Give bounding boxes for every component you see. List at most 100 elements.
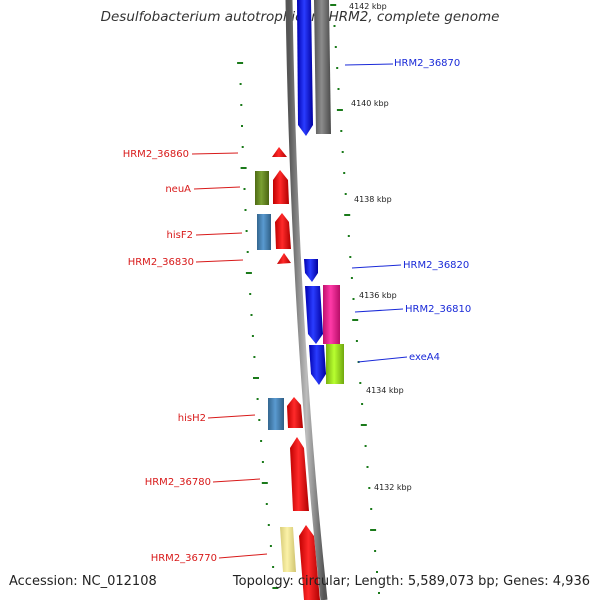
label-hrm2-36770[interactable]: HRM2_36770 bbox=[151, 553, 217, 564]
label-hrm2-36830[interactable]: HRM2_36830 bbox=[128, 257, 194, 268]
gene-neua-box[interactable] bbox=[255, 171, 269, 205]
ring-tick bbox=[334, 46, 337, 48]
leader-hrm2-36810 bbox=[354, 308, 404, 313]
ring-tick bbox=[240, 104, 243, 106]
gene-hrm2-36770-partner-arrow[interactable] bbox=[299, 525, 320, 600]
ring-tick bbox=[361, 403, 364, 405]
ring-tick bbox=[269, 545, 272, 547]
ring-tick bbox=[352, 319, 359, 321]
ring-tick bbox=[243, 188, 246, 190]
ring-tick bbox=[258, 419, 261, 421]
ring-tick bbox=[245, 272, 252, 274]
kbp-label-4138: 4138 kbp bbox=[354, 195, 392, 204]
ring-tick bbox=[344, 193, 347, 195]
ring-tick bbox=[241, 146, 244, 148]
label-hish2[interactable]: hisH2 bbox=[178, 413, 206, 424]
kbp-label-4136: 4136 kbp bbox=[359, 291, 397, 300]
label-hrm2-36860[interactable]: HRM2_36860 bbox=[123, 149, 189, 160]
gene-hrm2-36860-arrow[interactable] bbox=[272, 147, 287, 157]
inner-ring-ticks bbox=[237, 62, 279, 589]
ring-tick bbox=[370, 529, 377, 531]
ring-tick bbox=[246, 251, 249, 253]
ring-tick bbox=[337, 88, 340, 90]
ring-tick bbox=[261, 461, 264, 463]
leader-neua bbox=[193, 186, 241, 190]
ring-tick bbox=[336, 67, 339, 69]
ring-tick bbox=[343, 172, 346, 174]
label-hrm2-36820[interactable]: HRM2_36820 bbox=[403, 260, 469, 271]
genome-backbone bbox=[285, 0, 328, 600]
ring-tick bbox=[378, 592, 380, 594]
label-hisf2[interactable]: hisF2 bbox=[167, 230, 193, 241]
ring-tick bbox=[376, 571, 378, 573]
leader-hrm2-36770 bbox=[218, 553, 268, 559]
kbp-label-4134: 4134 kbp bbox=[366, 386, 404, 395]
ring-tick bbox=[253, 377, 259, 379]
leader-hrm2-36870 bbox=[344, 63, 394, 66]
ring-tick bbox=[341, 151, 344, 153]
gene-hrm2-36770-box[interactable] bbox=[280, 527, 296, 572]
ring-tick bbox=[344, 214, 351, 216]
ring-tick bbox=[272, 587, 279, 589]
kbp-label-4142: 4142 kbp bbox=[349, 2, 387, 11]
ring-tick bbox=[352, 298, 355, 300]
ring-tick bbox=[336, 109, 343, 111]
ring-tick bbox=[253, 356, 256, 358]
gene-hrm2-36780-arrow[interactable] bbox=[290, 437, 309, 511]
leader-hrm2-36830 bbox=[195, 259, 244, 263]
ring-tick bbox=[366, 466, 369, 468]
ring-tick bbox=[265, 503, 268, 505]
gene-blue-lower-arrow[interactable] bbox=[309, 345, 326, 385]
label-hrm2-36810[interactable]: HRM2_36810 bbox=[405, 304, 471, 315]
gene-gray-arrow[interactable] bbox=[314, 0, 331, 134]
ring-tick bbox=[260, 440, 263, 442]
gene-hisf2-partner-arrow[interactable] bbox=[275, 213, 291, 249]
kbp-label-4140: 4140 kbp bbox=[351, 99, 389, 108]
ring-tick bbox=[256, 398, 259, 400]
gene-exea4-box[interactable] bbox=[326, 344, 344, 384]
ring-tick bbox=[368, 487, 371, 489]
ring-tick bbox=[261, 482, 268, 484]
label-hrm2-36870[interactable]: HRM2_36870 bbox=[394, 58, 460, 69]
gene-hish2-partner-arrow[interactable] bbox=[287, 397, 303, 428]
gene-hrm2-36870-arrow[interactable] bbox=[297, 0, 313, 136]
gene-hrm2-36820-arrow[interactable] bbox=[304, 259, 318, 282]
kbp-label-4132: 4132 kbp bbox=[374, 483, 412, 492]
ring-tick bbox=[239, 83, 242, 85]
accession-text: Accession: NC_012108 bbox=[9, 574, 157, 589]
ring-tick bbox=[267, 524, 270, 526]
label-neua[interactable]: neuA bbox=[165, 184, 191, 195]
ring-tick bbox=[240, 167, 247, 169]
gene-hrm2-36810-box[interactable] bbox=[323, 285, 340, 344]
outer-ring-ticks bbox=[330, 4, 380, 594]
leader-hish2 bbox=[207, 414, 256, 419]
leader-hrm2-36780 bbox=[212, 478, 261, 483]
gene-blue-mid-arrow[interactable] bbox=[305, 286, 323, 344]
topology-text: Topology: circular; Length: 5,589,073 bp… bbox=[232, 574, 590, 589]
ring-tick bbox=[349, 256, 352, 258]
ring-tick bbox=[355, 340, 358, 342]
leader-hrm2-36820 bbox=[351, 264, 402, 269]
ring-tick bbox=[360, 424, 367, 426]
gene-hish2-box[interactable] bbox=[268, 398, 284, 430]
leader-hrm2-36860 bbox=[191, 152, 239, 155]
ring-tick bbox=[350, 277, 353, 279]
ring-tick bbox=[251, 335, 254, 337]
leader-exea4 bbox=[357, 356, 408, 363]
gene-neua-partner-arrow[interactable] bbox=[273, 170, 289, 204]
ring-tick bbox=[237, 62, 244, 64]
ring-tick bbox=[241, 125, 243, 127]
ring-tick bbox=[245, 230, 248, 232]
label-exea4[interactable]: exeA4 bbox=[409, 352, 440, 363]
ring-tick bbox=[244, 209, 247, 211]
ring-tick bbox=[250, 314, 253, 316]
label-hrm2-36780[interactable]: HRM2_36780 bbox=[145, 477, 211, 488]
ring-tick bbox=[330, 4, 337, 6]
ring-tick bbox=[249, 293, 252, 295]
ring-tick bbox=[364, 445, 367, 447]
gene-hisf2-box[interactable] bbox=[257, 214, 271, 250]
leader-hisf2 bbox=[195, 232, 243, 236]
ring-tick bbox=[333, 25, 336, 27]
gene-hrm2-36830-arrow[interactable] bbox=[277, 253, 291, 264]
